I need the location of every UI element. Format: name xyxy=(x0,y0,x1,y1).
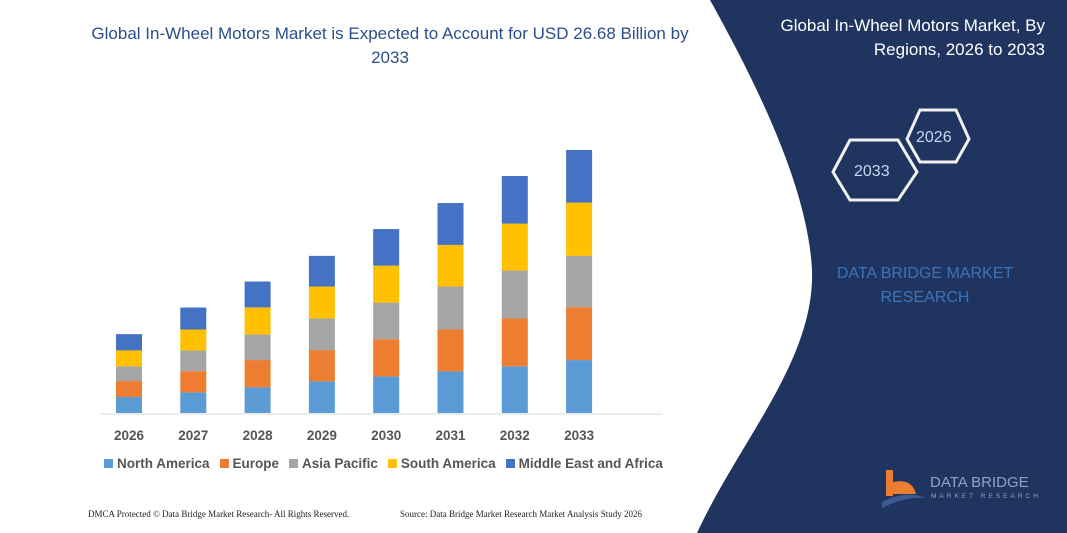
chart-title: Global In-Wheel Motors Market is Expecte… xyxy=(91,24,689,67)
bars xyxy=(116,150,593,413)
hex-label-2026: 2026 xyxy=(916,129,952,146)
side-panel xyxy=(697,0,1067,533)
legend-swatch xyxy=(387,459,397,468)
bar-segment-2031-europe xyxy=(437,329,464,372)
legend-label: Europe xyxy=(232,456,280,471)
bar-segment-2026-south-america xyxy=(116,350,142,367)
bar-segment-2030-europe xyxy=(373,339,400,377)
bar-segment-2033-north-america xyxy=(566,360,593,413)
x-tick-label: 2030 xyxy=(371,428,401,443)
bar-segment-2033-europe xyxy=(566,307,593,361)
bar-segment-2027-asia-pacific xyxy=(180,350,207,372)
logo-text: DATA BRIDGE xyxy=(930,474,1029,491)
hexagon-2026 xyxy=(905,108,971,164)
legend-swatch xyxy=(104,459,113,468)
bar-segment-2029-asia-pacific xyxy=(308,318,335,351)
bar-segment-2029-europe xyxy=(308,350,335,382)
logo-subtext: MARKET RESEARCH xyxy=(931,493,1041,500)
legend-swatch xyxy=(289,459,299,468)
bar-segment-2028-north-america xyxy=(244,387,271,413)
bar-segment-2032-asia-pacific xyxy=(501,270,528,319)
bar-segment-2027-north-america xyxy=(180,392,207,413)
logo-icon xyxy=(882,470,926,508)
bar-segment-2026-north-america xyxy=(116,397,142,413)
legend-label: North America xyxy=(117,456,210,471)
legend-swatch xyxy=(219,459,229,468)
bar-segment-2026-middle-east-and-africa xyxy=(116,334,142,351)
bar-segment-2029-south-america xyxy=(308,286,335,319)
x-tick-label: 2029 xyxy=(307,428,337,443)
x-tick-label: 2026 xyxy=(114,428,145,443)
bar-segment-2027-south-america xyxy=(180,329,207,351)
legend-item: South America xyxy=(387,456,496,471)
bar-segment-2026-asia-pacific xyxy=(116,366,142,382)
bar-segment-2030-middle-east-and-africa xyxy=(373,229,400,266)
x-tick-labels: 2026 2027 2028 2029 2030 2031 2032 2033 xyxy=(114,428,595,443)
bar-segment-2030-north-america xyxy=(373,376,400,413)
footer-source: Source: Data Bridge Market Research Mark… xyxy=(400,509,642,519)
x-tick-label: 2033 xyxy=(564,428,595,443)
legend-item: North America xyxy=(104,456,210,471)
bar-segment-2029-middle-east-and-africa xyxy=(308,255,335,287)
bar-segment-2027-europe xyxy=(180,371,207,393)
legend-item: Middle East and Africa xyxy=(505,456,663,471)
bar-segment-2026-europe xyxy=(116,381,142,398)
legend-swatch xyxy=(505,459,515,468)
legend-item: Europe xyxy=(219,456,280,471)
bar-segment-2029-north-america xyxy=(308,381,335,413)
bar-segment-2033-asia-pacific xyxy=(566,255,593,308)
bar-segment-2033-middle-east-and-africa xyxy=(566,150,593,203)
hex-label-2033: 2033 xyxy=(854,163,890,180)
x-tick-label: 2027 xyxy=(178,428,208,443)
bar-segment-2028-asia-pacific xyxy=(244,334,271,361)
bar-segment-2031-north-america xyxy=(437,371,464,413)
bar-segment-2031-middle-east-and-africa xyxy=(437,203,464,245)
legend-label: South America xyxy=(400,456,496,471)
x-tick-label: 2028 xyxy=(243,428,274,443)
bar-segment-2028-middle-east-and-africa xyxy=(244,281,271,308)
bar-segment-2033-south-america xyxy=(566,202,593,256)
bar-segment-2030-asia-pacific xyxy=(373,302,400,340)
bar-segment-2030-south-america xyxy=(373,265,400,303)
bar-segment-2032-south-america xyxy=(501,223,528,271)
legend-label: Middle East and Africa xyxy=(518,456,663,471)
legend-label: Asia Pacific xyxy=(302,456,378,471)
side-panel-title: Global In-Wheel Motors Market, By Region… xyxy=(780,16,1045,59)
x-tick-label: 2032 xyxy=(500,428,530,443)
footer-copyright: DMCA Protected © Data Bridge Market Rese… xyxy=(88,509,350,519)
bar-segment-2027-middle-east-and-africa xyxy=(180,307,207,330)
legend: North America Europe Asia Pacific South Ame… xyxy=(104,456,663,471)
bar-segment-2032-middle-east-and-africa xyxy=(501,176,528,224)
hexagon-2033 xyxy=(831,138,919,202)
bar-segment-2032-north-america xyxy=(501,366,528,413)
bar-segment-2031-asia-pacific xyxy=(437,286,464,330)
brand-text: DATA BRIDGE MARKET RESEARCH xyxy=(836,265,1014,306)
x-tick-label: 2031 xyxy=(435,428,466,443)
bar-segment-2031-south-america xyxy=(437,244,464,287)
bar-segment-2032-europe xyxy=(501,318,528,367)
bar-segment-2028-south-america xyxy=(244,307,271,335)
legend-item: Asia Pacific xyxy=(289,456,378,471)
bar-segment-2028-europe xyxy=(244,360,271,388)
